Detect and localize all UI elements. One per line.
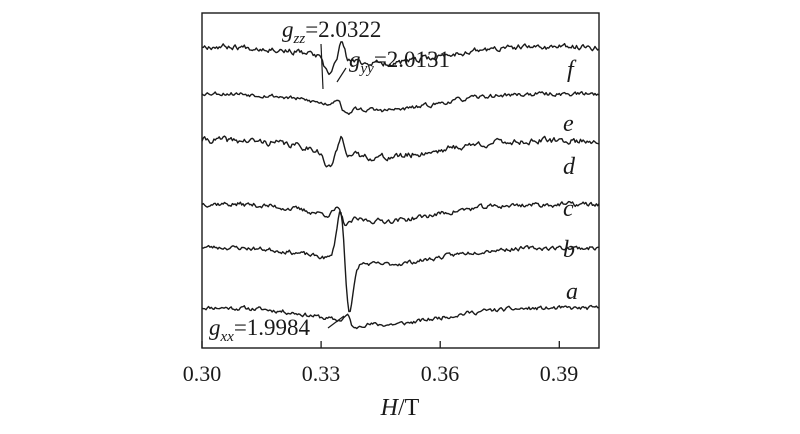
x-tick-label-3: 0.39 [540,361,579,386]
plot-frame [201,12,600,349]
curve-label-c: c [563,196,574,222]
curve-label-e: e [563,111,574,137]
x-tick-label-0: 0.30 [183,361,222,386]
spectra-group [201,41,600,330]
spectrum-line-a [201,304,599,330]
spectrum-line-f [201,41,600,76]
gxx-pointer [327,315,345,329]
x-ticks-group [201,341,560,348]
gzz-pointer [320,43,324,90]
curve-label-b: b [563,237,575,263]
spectrum-line-b [201,211,600,313]
curve-label-d: d [563,154,576,180]
gyy-pointer [336,67,347,83]
spectrum-line-c [201,200,600,227]
spectrum-line-d [201,135,600,168]
gxx-annotation: gxx=1.9984 [209,315,311,345]
gzz-annotation: gzz=2.0322 [282,17,381,47]
x-axis-title: H/T [380,395,420,421]
spectrum-line-e [201,90,600,116]
curve-label-f: f [567,57,577,83]
curve-label-a: a [566,279,578,305]
gyy-annotation: gyy=2.0131 [349,47,450,77]
x-tick-label-1: 0.33 [302,361,341,386]
x-tick-label-2: 0.36 [421,361,460,386]
